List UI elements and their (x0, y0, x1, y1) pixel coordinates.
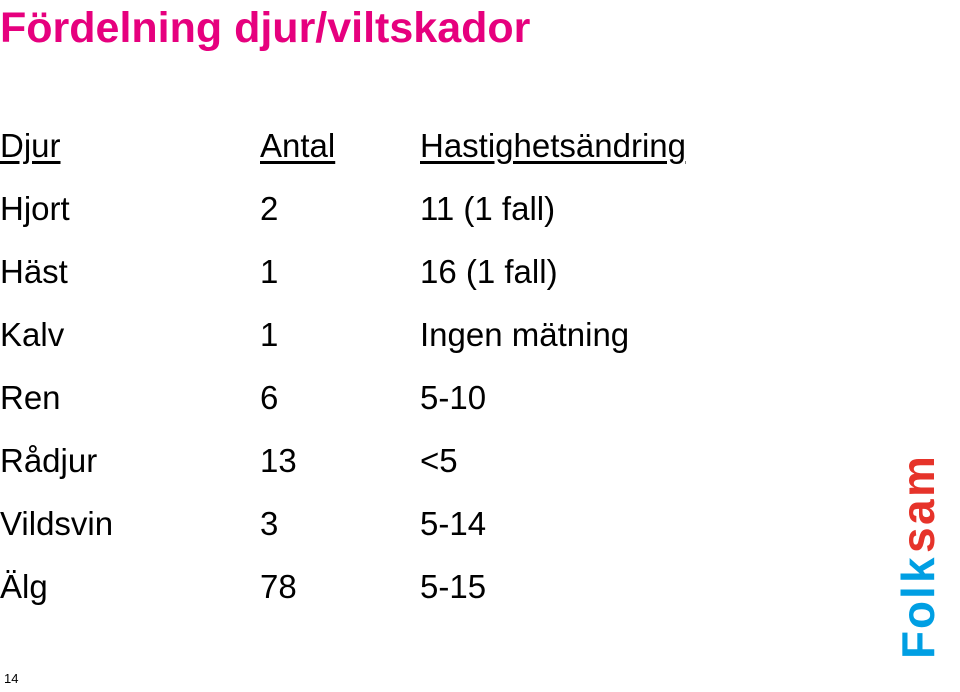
table-row: Hjort 2 11 (1 fall) (0, 177, 780, 240)
svg-text:a: a (898, 499, 944, 525)
table-cell: 1 (260, 255, 420, 288)
table-cell: 78 (260, 570, 420, 603)
table-row: Vildsvin 3 5-14 (0, 492, 780, 555)
table-cell: 5-14 (420, 507, 780, 540)
folksam-logo: F o l k s a m (898, 407, 946, 672)
svg-text:F: F (898, 631, 944, 659)
table-header-cell: Djur (0, 129, 260, 162)
table-cell: Kalv (0, 318, 260, 351)
page-number: 14 (4, 671, 18, 686)
table-cell: Hjort (0, 192, 260, 225)
table-row: Rådjur 13 <5 (0, 429, 780, 492)
table-cell: Älg (0, 570, 260, 603)
slide-title: Fördelning djur/viltskador (0, 4, 530, 53)
table-row: Häst 1 16 (1 fall) (0, 240, 780, 303)
table-cell: 2 (260, 192, 420, 225)
table-cell: Vildsvin (0, 507, 260, 540)
svg-text:o: o (898, 601, 944, 629)
data-table: Djur Antal Hastighetsändring Hjort 2 11 … (0, 114, 780, 618)
table-cell: 3 (260, 507, 420, 540)
svg-text:k: k (898, 557, 944, 583)
svg-text:s: s (898, 527, 944, 553)
svg-text:m: m (898, 456, 944, 497)
table-cell: 5-10 (420, 381, 780, 414)
table-cell: Ingen mätning (420, 318, 780, 351)
table-row: Ren 6 5-10 (0, 366, 780, 429)
table-cell: Rådjur (0, 444, 260, 477)
table-cell: 6 (260, 381, 420, 414)
folksam-logo-icon: F o l k s a m (898, 407, 946, 667)
table-row: Älg 78 5-15 (0, 555, 780, 618)
table-cell: 5-15 (420, 570, 780, 603)
svg-text:l: l (898, 586, 944, 599)
table-cell: 13 (260, 444, 420, 477)
table-header-row: Djur Antal Hastighetsändring (0, 114, 780, 177)
table-header-cell: Hastighetsändring (420, 129, 780, 162)
table-cell: 1 (260, 318, 420, 351)
table-cell: Häst (0, 255, 260, 288)
table-row: Kalv 1 Ingen mätning (0, 303, 780, 366)
table-cell: 11 (1 fall) (420, 192, 780, 225)
table-cell: Ren (0, 381, 260, 414)
table-cell: <5 (420, 444, 780, 477)
table-cell: 16 (1 fall) (420, 255, 780, 288)
table-header-cell: Antal (260, 129, 420, 162)
presentation-slide: Fördelning djur/viltskador Djur Antal Ha… (0, 0, 960, 692)
